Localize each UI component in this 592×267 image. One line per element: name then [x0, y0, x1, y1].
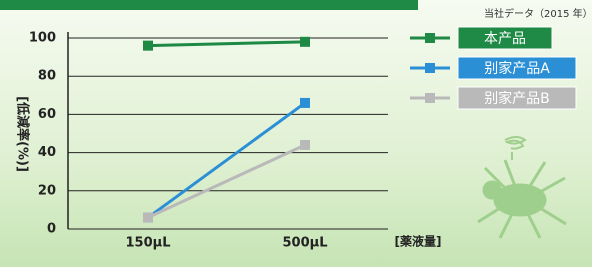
y-tick-label: 80	[38, 69, 56, 84]
y-tick-label: 40	[38, 145, 56, 160]
legend-label: 别家产品A	[484, 60, 550, 77]
y-axis-label: [低減率(%)]	[15, 96, 31, 172]
x-tick-label: 150μL	[126, 236, 171, 251]
y-tick-label: 20	[38, 183, 56, 198]
point-marker	[143, 213, 153, 223]
page: {"chart_data": {"type": "line", "source_…	[0, 0, 592, 267]
title-banner	[0, 0, 418, 10]
y-tick-label: 100	[29, 31, 56, 46]
point-marker	[300, 37, 310, 47]
legend-marker	[425, 33, 435, 43]
y-tick-label: 0	[47, 222, 56, 237]
y-tick-label: 60	[38, 107, 56, 122]
point-marker	[300, 98, 310, 108]
legend-marker	[425, 63, 435, 73]
point-marker	[143, 41, 153, 51]
source-note: 当社データ（2015 年）	[484, 7, 592, 20]
legend-label: 本产品	[484, 31, 526, 47]
x-tick-label: 500μL	[283, 236, 328, 251]
chart: 当社データ（2015 年） [低減率(%)] [薬液量] 0 20 40 60 80 10…	[0, 0, 592, 267]
legend-marker	[425, 93, 435, 103]
point-marker	[300, 140, 310, 150]
legend-label: 别家产品B	[484, 90, 550, 107]
x-axis-label: [薬液量]	[395, 234, 442, 249]
